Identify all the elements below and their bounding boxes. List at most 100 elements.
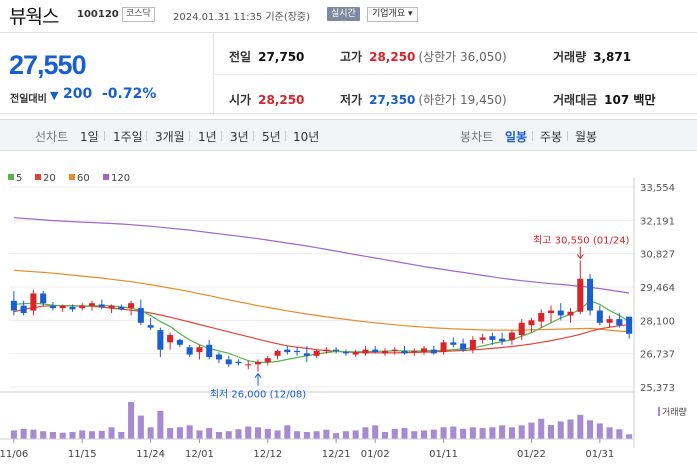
open-cell: 시가 28,250 (229, 91, 304, 108)
moving-average-lines (13, 217, 630, 363)
candle-body (342, 352, 349, 354)
volume-bar (313, 431, 320, 439)
tab-monthly-candle[interactable]: 월봉 (575, 130, 598, 144)
volume-bar (10, 430, 17, 439)
prev-close-label: 전일 (229, 50, 252, 64)
candle-body (372, 349, 379, 353)
candle-body (225, 359, 232, 365)
candle-body (587, 278, 594, 311)
candle-body (88, 303, 96, 306)
change-value: 200 (63, 86, 93, 102)
change-percent: -0.72% (102, 86, 157, 102)
volume-value: 3,871 (593, 50, 632, 64)
volume-bar (469, 427, 476, 439)
x-tick-label: 01/11 (429, 449, 458, 460)
candle-body (128, 303, 135, 309)
volume-bars (10, 401, 633, 439)
volume-bar (557, 421, 564, 439)
tab-line-1y[interactable]: 1년 (198, 130, 217, 144)
volume-bar (450, 426, 457, 439)
y-tick-label: 25,373 (640, 383, 675, 394)
volume-bar (294, 431, 301, 439)
candle-chart-label: 봉차트 (460, 130, 494, 144)
tab-line-5y[interactable]: 5년 (262, 130, 281, 144)
volume-bar (128, 401, 135, 439)
legend-swatch-ma20 (35, 174, 41, 180)
volume-bar (587, 420, 594, 439)
candles (10, 260, 633, 372)
tab-line-3y[interactable]: 3년 (230, 130, 249, 144)
high-cell: 고가 28,250 (상한가 36,050) (340, 48, 507, 65)
volume-bar (88, 431, 96, 439)
volume-legend-label: 거래량 (662, 406, 687, 418)
legend-swatch-ma5 (8, 174, 14, 180)
company-info-dropdown[interactable]: 기업개요 ▾ (367, 7, 418, 22)
volume-bar (577, 414, 584, 439)
volume-bar (518, 425, 525, 439)
candle-body (323, 349, 330, 351)
tab-daily-candle[interactable]: 일봉 (505, 130, 528, 144)
candle-body (147, 325, 154, 328)
volume-legend-swatch (658, 407, 660, 416)
volume-bar (245, 426, 252, 439)
low-label: 저가 (340, 93, 363, 107)
lower-limit: (하한가 19,450) (418, 93, 507, 107)
volume-bar (421, 430, 428, 439)
candle-body (440, 342, 447, 353)
tab-line-1w[interactable]: 1주일 (113, 130, 143, 144)
volume-bar (69, 431, 76, 439)
candle-body (313, 350, 320, 356)
divider (253, 131, 254, 141)
candle-body (596, 310, 603, 323)
candle-body (20, 305, 27, 313)
volume-bar (323, 429, 330, 439)
divider (189, 131, 190, 141)
legend-label-ma60: 60 (77, 173, 90, 184)
candle-body (547, 310, 555, 313)
divider (532, 131, 533, 141)
candle-body (626, 316, 633, 334)
x-tick-label: 11/24 (136, 449, 165, 460)
ma60-line (13, 269, 630, 333)
volume-bar (381, 431, 389, 439)
x-tick-label: 12/01 (185, 449, 214, 460)
stock-name: 뷰웍스 (9, 6, 59, 28)
candle-body (401, 350, 408, 354)
candle-body (10, 300, 17, 311)
candle-body (157, 330, 164, 350)
volume-bar (430, 429, 437, 439)
volume-bar (303, 431, 310, 439)
tab-weekly-candle[interactable]: 주봉 (540, 130, 563, 144)
candle-body (206, 344, 213, 358)
candlestick-chart: 5 20 60 120 33,554 32,191 30,827 29,464 28,100 2… (0, 173, 687, 460)
volume-bar (137, 415, 144, 439)
low-cell: 저가 27,350 (하한가 19,450) (340, 91, 507, 108)
stock-header: 뷰웍스 100120 코스닥 2024.01.31 11:35 기준(장중) 실… (0, 0, 697, 30)
tab-line-3m[interactable]: 3개월 (155, 130, 185, 144)
candle-body (450, 342, 457, 345)
chart-grid (9, 186, 634, 388)
tab-line-1d[interactable]: 1일 (80, 130, 99, 144)
stock-code: 100120 (77, 9, 119, 20)
prev-close-value: 27,750 (258, 50, 305, 64)
y-tick-label: 29,464 (640, 283, 675, 294)
candle-body (196, 347, 203, 353)
candle-body (235, 361, 242, 364)
chart-axes: 33,554 32,191 30,827 29,464 28,100 26,737 25,3… (0, 177, 687, 460)
high-value: 28,250 (369, 50, 416, 64)
volume-bar (235, 429, 242, 439)
volume-bar (176, 427, 183, 439)
realtime-button[interactable]: 실시간 (327, 7, 360, 21)
tab-line-10y[interactable]: 10년 (293, 130, 320, 144)
y-tick-label: 28,100 (640, 316, 675, 327)
y-tick-label: 32,191 (640, 216, 675, 227)
volume-bar (401, 428, 408, 439)
low-value: 27,350 (369, 93, 416, 107)
legend-swatch-ma120 (103, 174, 109, 180)
volume-bar (391, 428, 398, 439)
volume-bar (440, 427, 447, 439)
volume-bar (352, 430, 359, 439)
candle-body (167, 335, 174, 343)
volume-bar (538, 418, 545, 439)
legend-label-ma5: 5 (16, 173, 22, 184)
